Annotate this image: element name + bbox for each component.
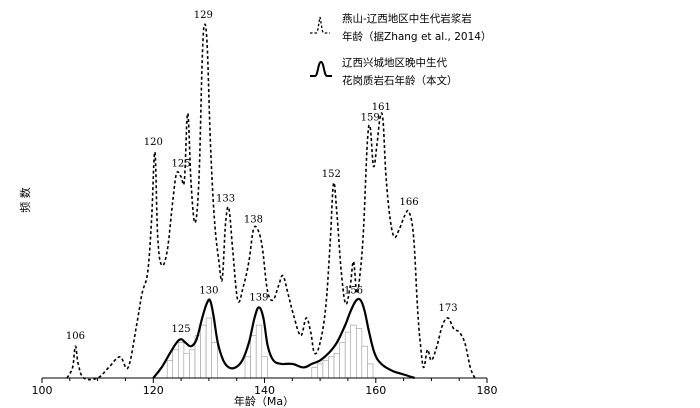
peak-label-dashed-125: 125 <box>172 158 191 169</box>
histogram-bar-124 <box>172 349 179 379</box>
histogram-bar-125 <box>178 342 185 379</box>
histogram-bar-154 <box>339 342 346 379</box>
legend-dashed-line2: 年龄（据Zhang et al., 2014） <box>342 30 491 43</box>
y-axis-title: 频 数 <box>18 187 32 213</box>
x-tick-label-180: 180 <box>477 384 498 397</box>
peak-label-dashed-152: 152 <box>322 169 341 180</box>
legend-solid-line2: 花岗质岩石年龄（本文） <box>342 74 458 87</box>
histogram-bar-156 <box>350 324 357 379</box>
peak-label-dashed-129: 129 <box>194 10 213 21</box>
peak-label-dashed-159: 159 <box>361 112 380 123</box>
histogram-bar-126 <box>183 352 190 379</box>
peak-label-dashed-106: 106 <box>66 331 85 342</box>
peak-label-dashed-166: 166 <box>400 197 419 208</box>
legend-solid-line1: 辽西兴城地区晚中生代 <box>342 56 447 69</box>
histogram-bar-140 <box>261 356 268 379</box>
histogram-bar-151 <box>322 360 329 379</box>
histogram-bar-153 <box>333 352 340 379</box>
x-ticks: 100 120 140 160 180 <box>32 378 498 397</box>
histogram-bar-158 <box>361 345 368 379</box>
histogram-bar-150 <box>316 363 324 379</box>
legend-dashed-swatch <box>310 16 330 34</box>
x-tick-label-100: 100 <box>32 384 53 397</box>
legend-dashed-line1: 燕山-辽西地区中生代岩浆岩 <box>342 12 472 25</box>
series-lines <box>66 23 476 381</box>
histogram-bar-155 <box>344 331 352 379</box>
peak-label-solid-156: 156 <box>344 285 363 296</box>
x-axis-title: 年龄（Ma） <box>234 394 294 408</box>
peak-label-dashed-120: 120 <box>144 137 163 148</box>
x-tick-label-120: 120 <box>143 384 164 397</box>
histogram-bar-127 <box>189 349 196 379</box>
x-tick-label-160: 160 <box>365 384 386 397</box>
histogram-bar-159 <box>367 363 374 379</box>
peak-label-dashed-138: 138 <box>244 215 263 226</box>
peak-label-solid-125: 125 <box>172 324 191 335</box>
histogram-bar-139 <box>255 324 263 379</box>
peak-label-dashed-133: 133 <box>216 194 235 205</box>
histogram-bar-149 <box>311 367 318 379</box>
histogram-bar-123 <box>166 360 174 379</box>
histogram <box>166 317 374 379</box>
histogram-bar-138 <box>250 335 257 379</box>
histogram-bar-137 <box>244 356 251 379</box>
x-tick-label-140: 140 <box>254 384 275 397</box>
peak-label-dashed-161: 161 <box>372 102 391 113</box>
peak-label-solid-139: 139 <box>249 292 268 303</box>
legend: 燕山-辽西地区中生代岩浆岩 年龄（据Zhang et al., 2014） 辽西… <box>310 12 491 87</box>
histogram-bar-131 <box>211 342 218 379</box>
histogram-bar-157 <box>355 328 363 379</box>
series-line-solid <box>152 297 416 380</box>
histogram-bar-130 <box>205 317 213 379</box>
histogram-bar-152 <box>328 356 335 379</box>
legend-item-solid: 辽西兴城地区晚中生代 花岗质岩石年龄（本文） <box>310 56 458 87</box>
peak-label-solid-130: 130 <box>199 285 218 296</box>
peak-label-dashed-173: 173 <box>439 303 458 314</box>
legend-item-dashed: 燕山-辽西地区中生代岩浆岩 年龄（据Zhang et al., 2014） <box>310 12 491 43</box>
series-line-dashed <box>66 23 476 381</box>
legend-solid-swatch <box>310 60 332 77</box>
histogram-bar-129 <box>200 324 207 379</box>
